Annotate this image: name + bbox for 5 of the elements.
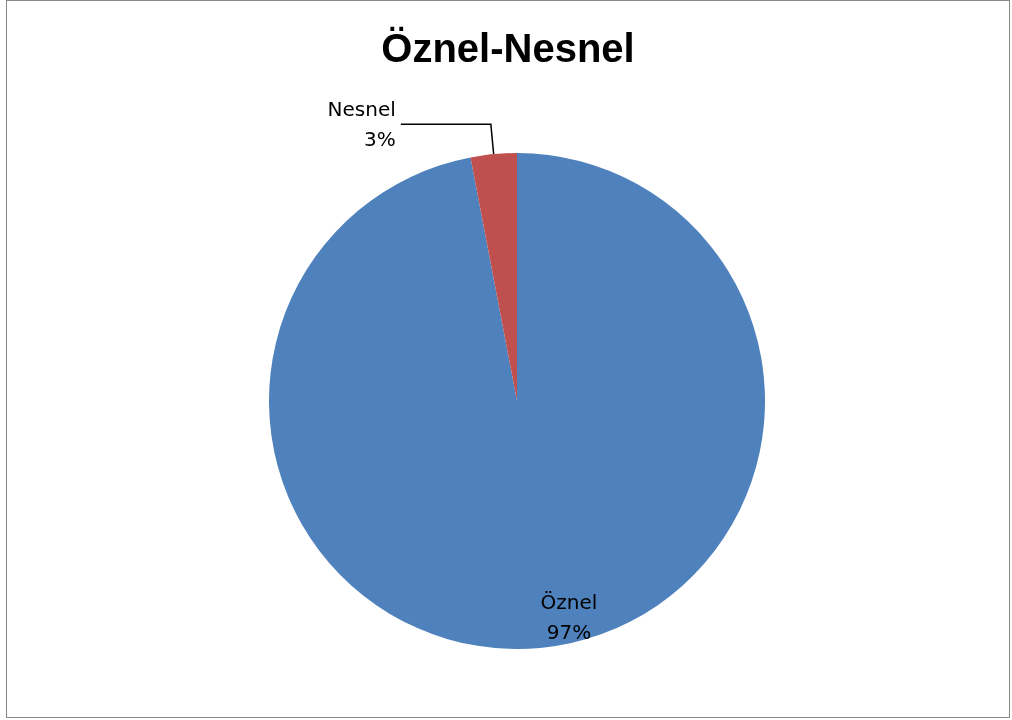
slice-label: Öznel <box>540 590 598 615</box>
slice-label: Nesnel <box>327 97 396 122</box>
data-label: 97% <box>546 620 592 645</box>
data-label: 3% <box>364 127 396 152</box>
chart-title: Öznel-Nesnel <box>381 26 635 70</box>
